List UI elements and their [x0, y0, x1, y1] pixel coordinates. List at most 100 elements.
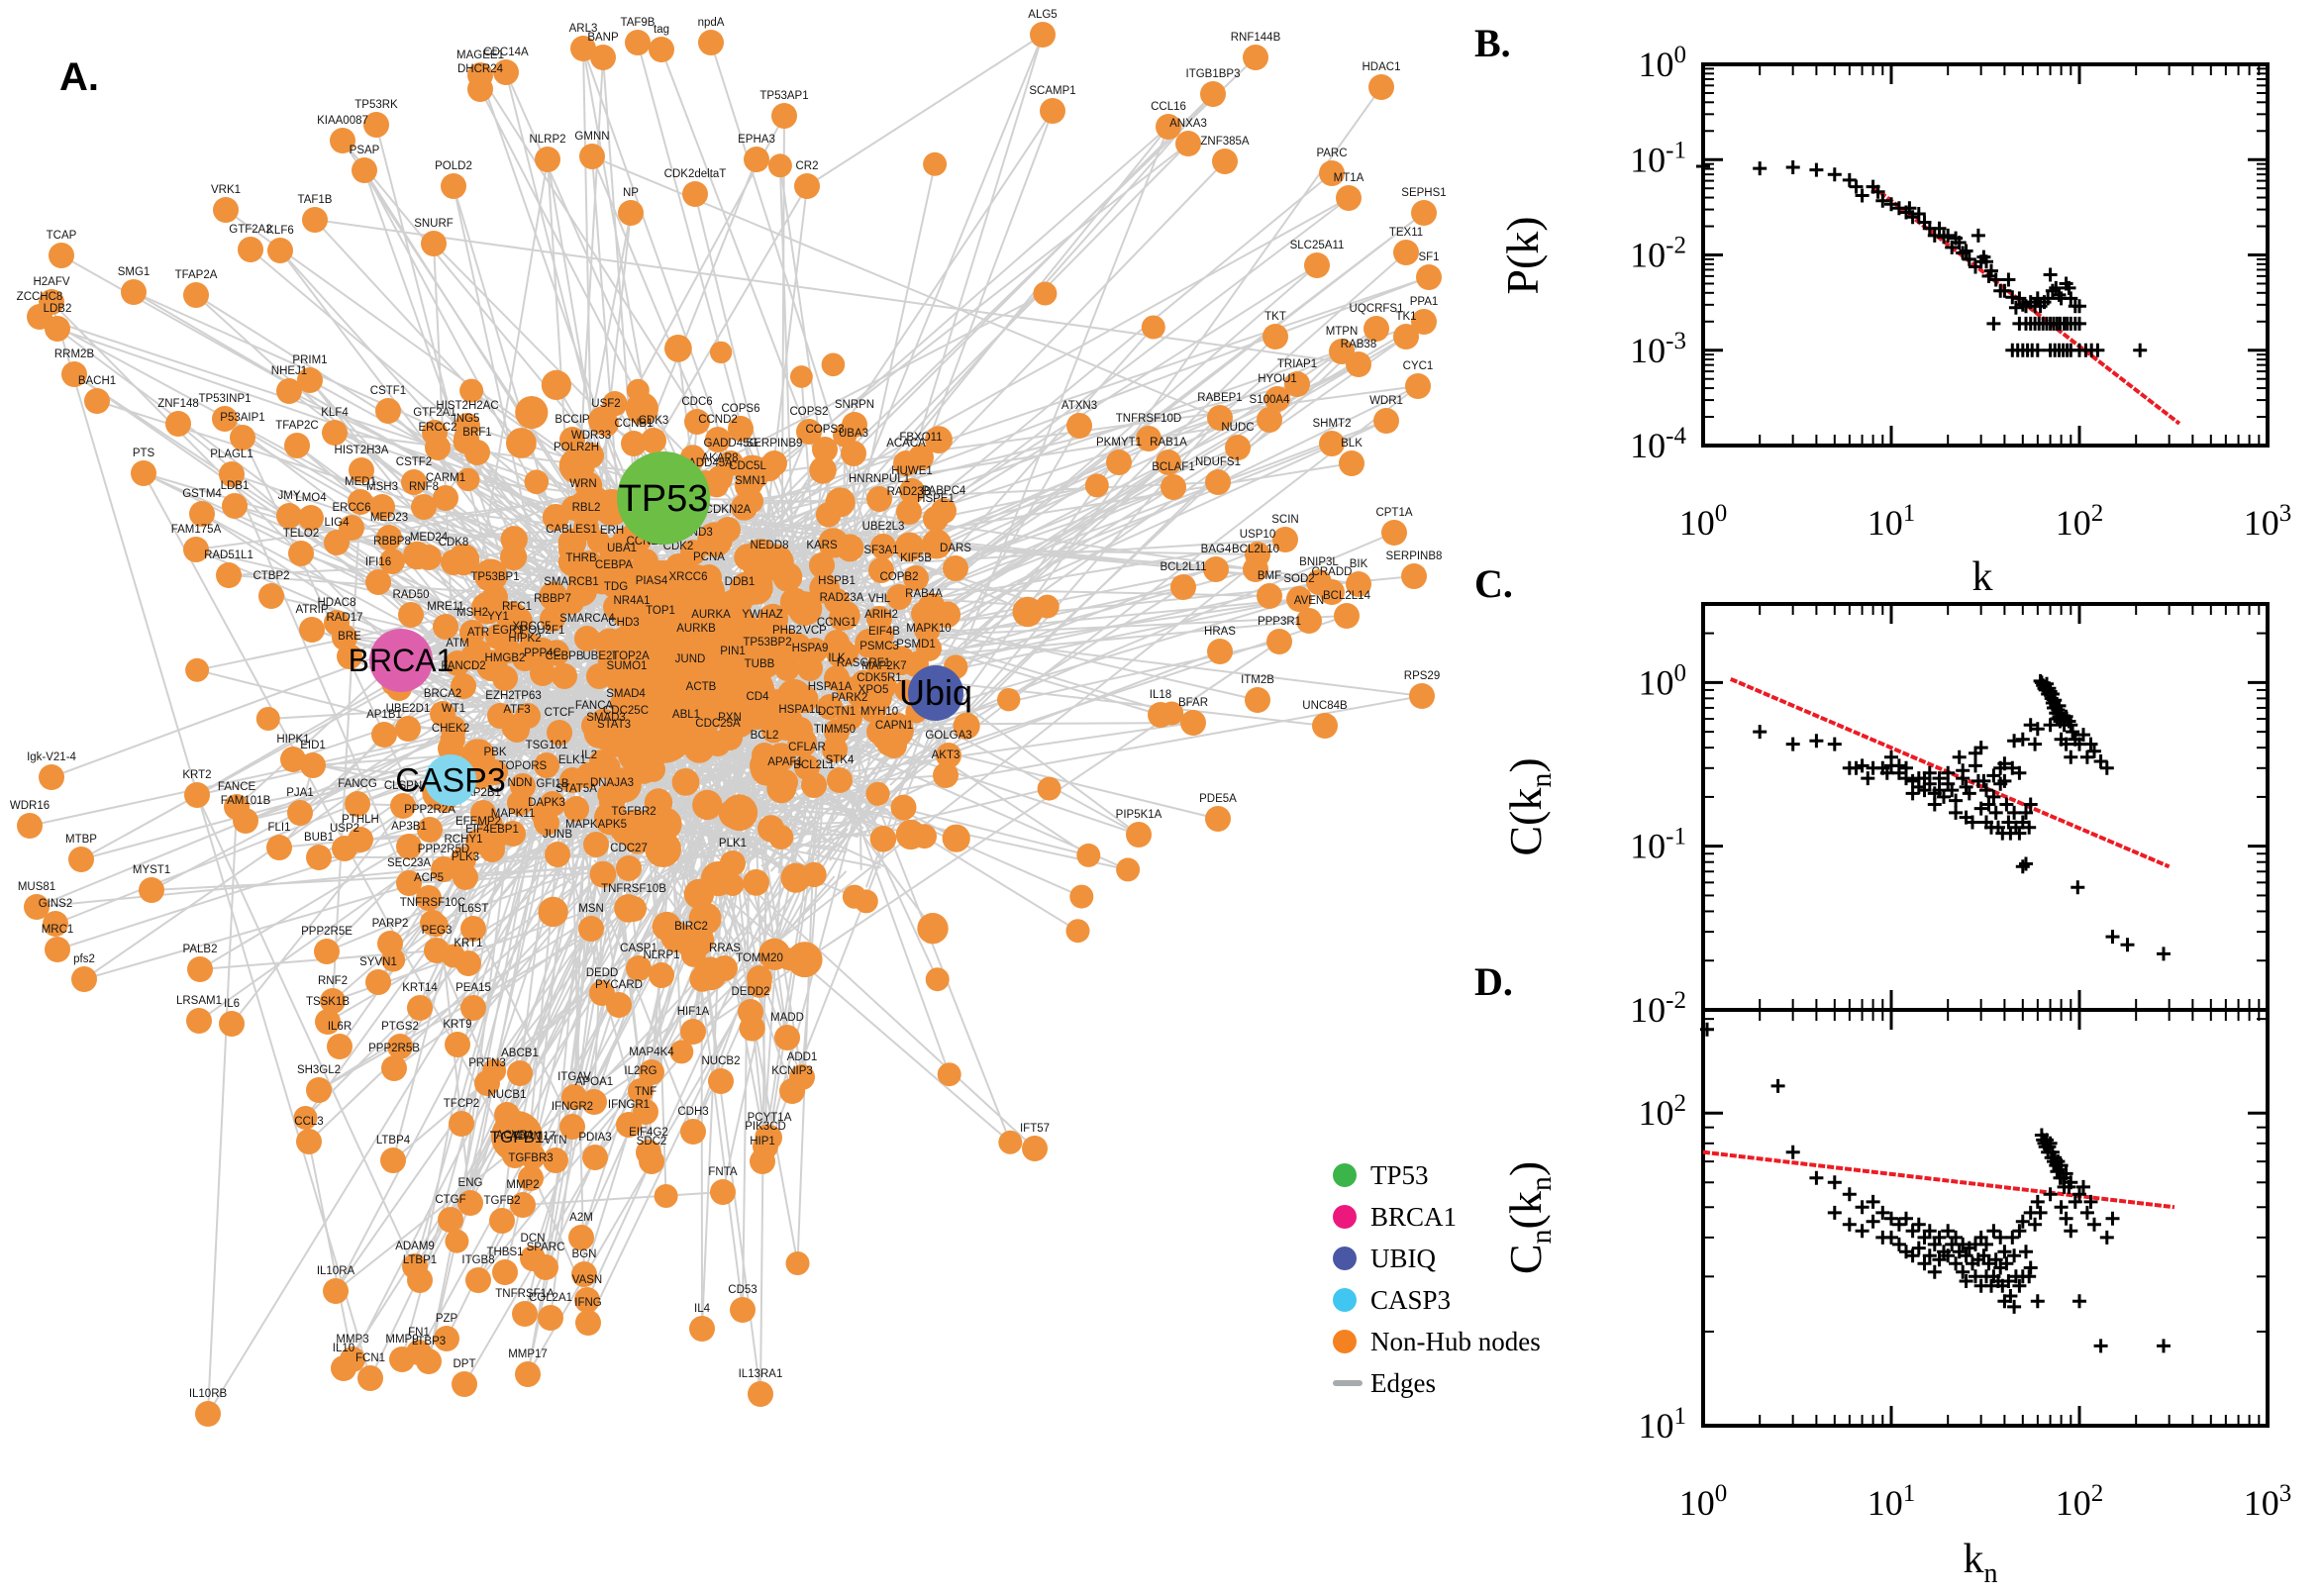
network-node-label: HRAS	[1204, 626, 1236, 638]
network-node	[818, 528, 849, 558]
network-node-label: BACH1	[78, 375, 116, 387]
network-node	[61, 361, 87, 387]
network-node-label: KIF5B	[900, 552, 932, 564]
network-node	[24, 894, 50, 920]
network-node-label: NUCB2	[702, 1055, 741, 1067]
network-node	[1272, 527, 1298, 552]
panel-a-label: A.	[59, 55, 99, 99]
network-node	[809, 456, 837, 484]
network-node	[299, 617, 325, 643]
network-node-label: TDG	[604, 581, 628, 593]
network-node-label: CCL3	[294, 1116, 323, 1128]
network-node	[709, 341, 733, 364]
network-node-label: DARS	[940, 543, 971, 554]
network-node-label: ERH	[600, 525, 624, 537]
network-node-label: APOA1	[575, 1076, 613, 1088]
network-node	[293, 1106, 318, 1130]
network-node	[558, 589, 584, 615]
network-node	[233, 808, 258, 834]
network-node	[593, 411, 619, 437]
network-node	[707, 465, 733, 491]
network-node-label: SH3GL2	[297, 1064, 341, 1076]
network-node-label: ELK1	[558, 754, 586, 766]
network-node-label: PPA1	[1410, 296, 1439, 308]
network-node-label: TNFRSF10B	[601, 883, 666, 895]
network-node-label: TGFB2	[483, 1195, 520, 1207]
network-node-label: SMARCA4	[559, 613, 615, 625]
network-node-label: TKT	[1264, 311, 1286, 323]
network-node	[467, 76, 493, 102]
network-node-label: tag	[654, 24, 669, 36]
network-node-label: CTGF	[435, 1194, 465, 1206]
network-node-label: ITGAV	[557, 1071, 591, 1083]
network-node	[337, 644, 362, 669]
network-node-label: TAF1B	[298, 194, 333, 206]
network-node	[589, 980, 615, 1006]
network-node-label: MMP2	[506, 1179, 539, 1191]
network-node	[441, 549, 466, 575]
network-node-label: IL6	[224, 998, 240, 1010]
network-node	[445, 1229, 469, 1253]
network-node	[296, 1129, 322, 1154]
network-node	[841, 441, 866, 466]
network-node	[1262, 324, 1288, 349]
network-node	[332, 836, 357, 861]
network-node-label: JUNB	[543, 829, 572, 841]
network-node	[881, 733, 907, 758]
network-node-label: BIRC2	[674, 921, 708, 933]
network-node	[822, 737, 848, 762]
network-node-label: CDK5R1	[857, 672, 901, 684]
network-node-label: CCNG1	[817, 617, 857, 629]
network-node-label: NLRP1	[643, 949, 679, 961]
network-node	[302, 207, 328, 233]
network-node	[552, 663, 577, 689]
network-node-label: CDC14A	[483, 47, 529, 58]
network-node-label: DDB1	[725, 576, 756, 588]
network-node	[581, 1089, 607, 1115]
network-node-label: RPS29	[1404, 670, 1440, 682]
network-node-label: TNFRSF10C	[400, 897, 465, 909]
network-node	[365, 969, 391, 995]
network-node-label: Igk-V21-4	[27, 751, 76, 763]
network-node-label: VASN	[572, 1274, 602, 1286]
network-node	[689, 966, 716, 992]
axis-tick-label: 101	[1639, 1403, 1687, 1446]
network-node	[696, 564, 722, 590]
network-node-label: RNF8	[409, 481, 439, 493]
network-node-label: PARP2	[372, 918, 409, 930]
network-node	[538, 1305, 563, 1331]
network-node-label: EID1	[300, 740, 326, 751]
network-node-label: SLC25A11	[1290, 240, 1345, 251]
network-node	[324, 530, 350, 555]
network-node	[728, 416, 754, 442]
network-node	[673, 722, 699, 748]
network-node	[327, 1034, 353, 1059]
network-node-label: CASP1	[620, 943, 657, 954]
network-node-label: VTN	[545, 1135, 567, 1147]
network-node	[943, 555, 968, 581]
legend: TP53 BRCA1 UBIQ CASP3 Non-Hub nodes Edges	[1333, 1154, 1541, 1404]
network-node	[721, 794, 758, 832]
network-node-label: KRT14	[402, 982, 438, 994]
network-node	[512, 646, 538, 671]
network-node	[720, 850, 746, 876]
network-node	[330, 128, 355, 153]
network-node	[563, 454, 589, 480]
network-node	[757, 552, 782, 578]
network-node	[348, 489, 373, 515]
network-node	[297, 367, 323, 393]
network-node	[300, 752, 326, 778]
network-node	[398, 602, 424, 628]
network-node	[315, 1009, 341, 1035]
network-node-label: ADAM17	[510, 1131, 556, 1143]
network-node-label: EZH2	[485, 690, 514, 702]
network-node-label: NDN	[508, 777, 533, 789]
network-node-label: PBK	[483, 747, 506, 758]
network-node-label: HIF1A	[677, 1006, 710, 1018]
network-node	[1393, 240, 1419, 265]
network-node	[506, 428, 537, 458]
network-node	[288, 541, 314, 566]
network-node-label: SMN1	[735, 475, 766, 487]
network-node	[896, 499, 922, 525]
